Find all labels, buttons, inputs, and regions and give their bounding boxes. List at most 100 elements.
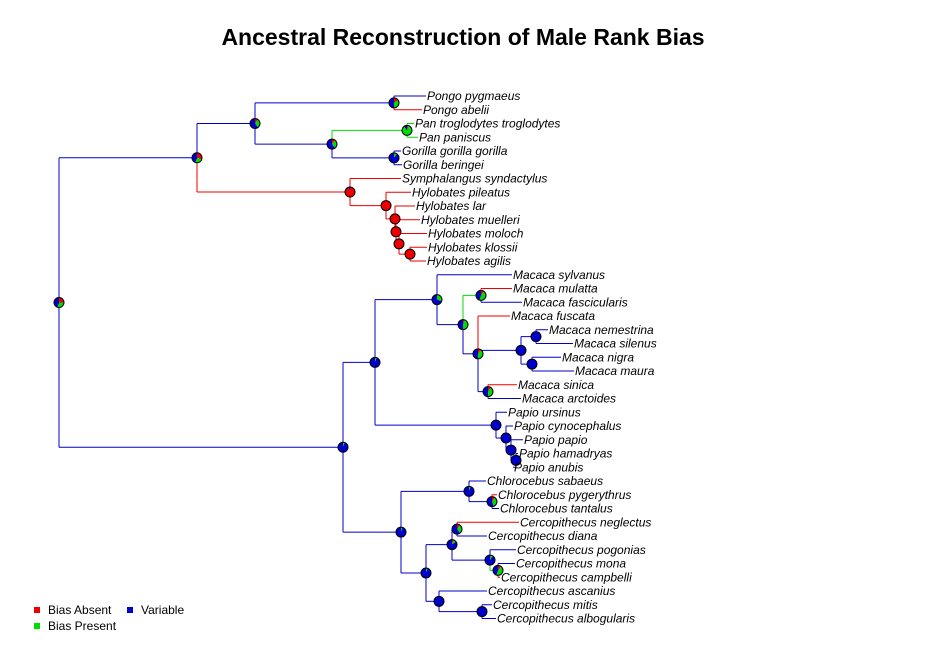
node-pie-papio xyxy=(490,419,502,431)
legend-swatch-absent xyxy=(34,606,40,613)
node-pie-mulatta-fasc xyxy=(475,289,487,301)
node-pie-mona-group xyxy=(484,554,496,566)
pie-outline xyxy=(420,567,432,579)
pie-outline xyxy=(431,294,443,306)
node-pie-great-apes xyxy=(249,118,261,129)
pie-slice-variable xyxy=(511,455,521,466)
pie-outline xyxy=(446,539,458,551)
pie-slice-absent xyxy=(492,496,495,502)
pie-outline xyxy=(53,297,65,309)
tip-label: Macaca arctoides xyxy=(522,392,616,406)
pie-outline xyxy=(484,554,496,566)
pie-outline xyxy=(472,348,484,360)
node-pie-hylo4 xyxy=(393,238,405,250)
pie-slice-absent xyxy=(452,539,454,545)
pie-slice-present xyxy=(426,567,428,573)
pie-outline xyxy=(463,485,475,497)
tip-label: Chlorocebus pygerythrus xyxy=(498,488,631,502)
node-pie-chlorocebus xyxy=(463,485,475,497)
pie-slice-present xyxy=(402,125,413,136)
pie-outline xyxy=(505,444,517,456)
node-pie-macaca-sub xyxy=(472,348,484,360)
tip-label: Hylobates pileatus xyxy=(412,185,510,199)
tip-label: Macaca nigra xyxy=(562,350,634,364)
tip-label: Papio hamadryas xyxy=(519,447,612,461)
pie-slice-variable xyxy=(432,294,442,305)
pie-slice-variable xyxy=(491,420,501,431)
tip-label: Papio anubis xyxy=(514,460,583,474)
node-pie-macaca-core xyxy=(457,319,469,331)
chart-title: Ancestral Reconstruction of Male Rank Bi… xyxy=(221,24,705,50)
pie-slice-absent xyxy=(481,290,484,296)
pie-slice-variable xyxy=(326,139,335,150)
tip-label: Cercopithecus pogonias xyxy=(517,543,646,557)
tip-label: Pan paniscus xyxy=(419,130,491,144)
pie-outline xyxy=(510,454,522,466)
node-pie-cerco-a xyxy=(446,539,458,551)
node-pie-pan xyxy=(401,124,413,136)
pie-outline xyxy=(389,213,401,225)
tip-label: Macaca maura xyxy=(575,364,655,378)
node-pie-mitis-group xyxy=(433,595,445,607)
pie-outline xyxy=(344,186,356,198)
tip-label: Chlorocebus tantalus xyxy=(500,502,613,516)
node-pie-nem-sil xyxy=(530,331,542,343)
tip-label: Macaca fuscata xyxy=(511,309,595,323)
tip-label: Cercopithecus mitis xyxy=(493,598,598,612)
tip-label: Hylobates muelleri xyxy=(421,213,520,227)
tree-edges xyxy=(58,95,574,619)
node-pie-old-world-monkeys xyxy=(337,441,349,453)
pie-slice-present xyxy=(401,527,403,533)
pie-slice-absent xyxy=(405,249,415,260)
pie-outline xyxy=(526,358,538,370)
tip-label: Hylobates klossii xyxy=(428,240,518,254)
pie-slice-variable xyxy=(338,442,349,453)
node-pie-cercopithecini xyxy=(395,526,407,538)
pie-slice-variable xyxy=(389,97,394,108)
legend-label-variable: Variable xyxy=(141,603,185,617)
pie-outline xyxy=(475,289,487,301)
tip-label: Symphalangus syndactylus xyxy=(402,172,547,186)
pie-outline xyxy=(249,118,261,129)
node-pie-chloro2 xyxy=(486,496,498,508)
node-pie-nig-mau xyxy=(526,358,538,370)
tip-label: Cercopithecus ascanius xyxy=(488,584,615,598)
legend-swatch-present xyxy=(34,622,40,629)
pie-slice-present xyxy=(490,555,493,561)
legend-item-absent: Bias Absent xyxy=(34,603,111,617)
pie-slice-present xyxy=(394,152,397,158)
node-pie-papio4 xyxy=(510,454,522,466)
pie-slice-absent xyxy=(381,200,391,211)
pie-outline xyxy=(433,595,445,607)
tip-label: Pongo pygmaeus xyxy=(427,89,520,103)
node-pie-mitis-alb xyxy=(476,606,488,618)
pie-outline xyxy=(492,564,504,576)
node-pie-root xyxy=(53,297,65,309)
pie-slice-present xyxy=(496,566,504,576)
pie-slice-variable xyxy=(527,359,537,370)
pie-outline xyxy=(393,238,405,250)
pie-slice-absent xyxy=(391,226,401,237)
pie-slice-variable xyxy=(516,345,526,356)
pie-slice-variable xyxy=(404,125,407,131)
pie-slice-variable xyxy=(396,527,407,538)
pie-outline xyxy=(404,248,416,260)
tip-label: Macaca sylvanus xyxy=(513,268,605,282)
tip-label: Macaca nemestrina xyxy=(549,323,654,337)
pie-outline xyxy=(390,226,402,238)
node-pie-negl-diana xyxy=(451,523,463,535)
tip-label: Hylobates agilis xyxy=(427,254,511,268)
tip-label: Gorilla beringei xyxy=(403,158,484,172)
node-pie-mona-camp xyxy=(492,564,504,576)
pie-slice-present xyxy=(479,291,486,301)
pie-outline xyxy=(486,496,498,508)
tip-label: Chlorocebus sabaeus xyxy=(487,474,603,488)
tip-label: Macaca fascicularis xyxy=(523,295,628,309)
pie-slice-variable xyxy=(389,152,400,163)
pie-slice-variable xyxy=(485,555,496,566)
tip-label: Cercopithecus campbelli xyxy=(501,570,632,584)
pie-slice-variable xyxy=(249,118,258,129)
pie-slice-absent xyxy=(407,125,409,131)
pie-slice-variable xyxy=(486,496,494,507)
pie-slice-variable xyxy=(464,486,475,497)
